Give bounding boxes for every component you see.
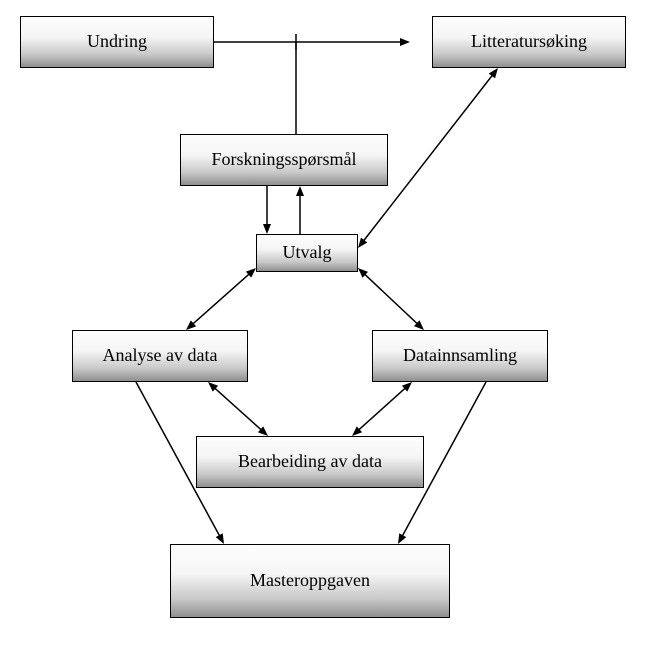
node-undring: Undring — [20, 16, 214, 68]
flowchart-stage: Undring Litteratursøking Forskningsspørs… — [0, 0, 648, 649]
node-forskningssporsmal: Forskningsspørsmål — [180, 134, 388, 186]
node-masteroppgaven: Masteroppgaven — [170, 544, 450, 618]
node-datainnsamling: Datainnsamling — [372, 330, 548, 382]
node-bearbeiding-av-data: Bearbeiding av data — [196, 436, 424, 488]
node-utvalg: Utvalg — [256, 234, 358, 272]
node-litteratursoking: Litteratursøking — [432, 16, 626, 68]
node-analyse-av-data: Analyse av data — [72, 330, 248, 382]
